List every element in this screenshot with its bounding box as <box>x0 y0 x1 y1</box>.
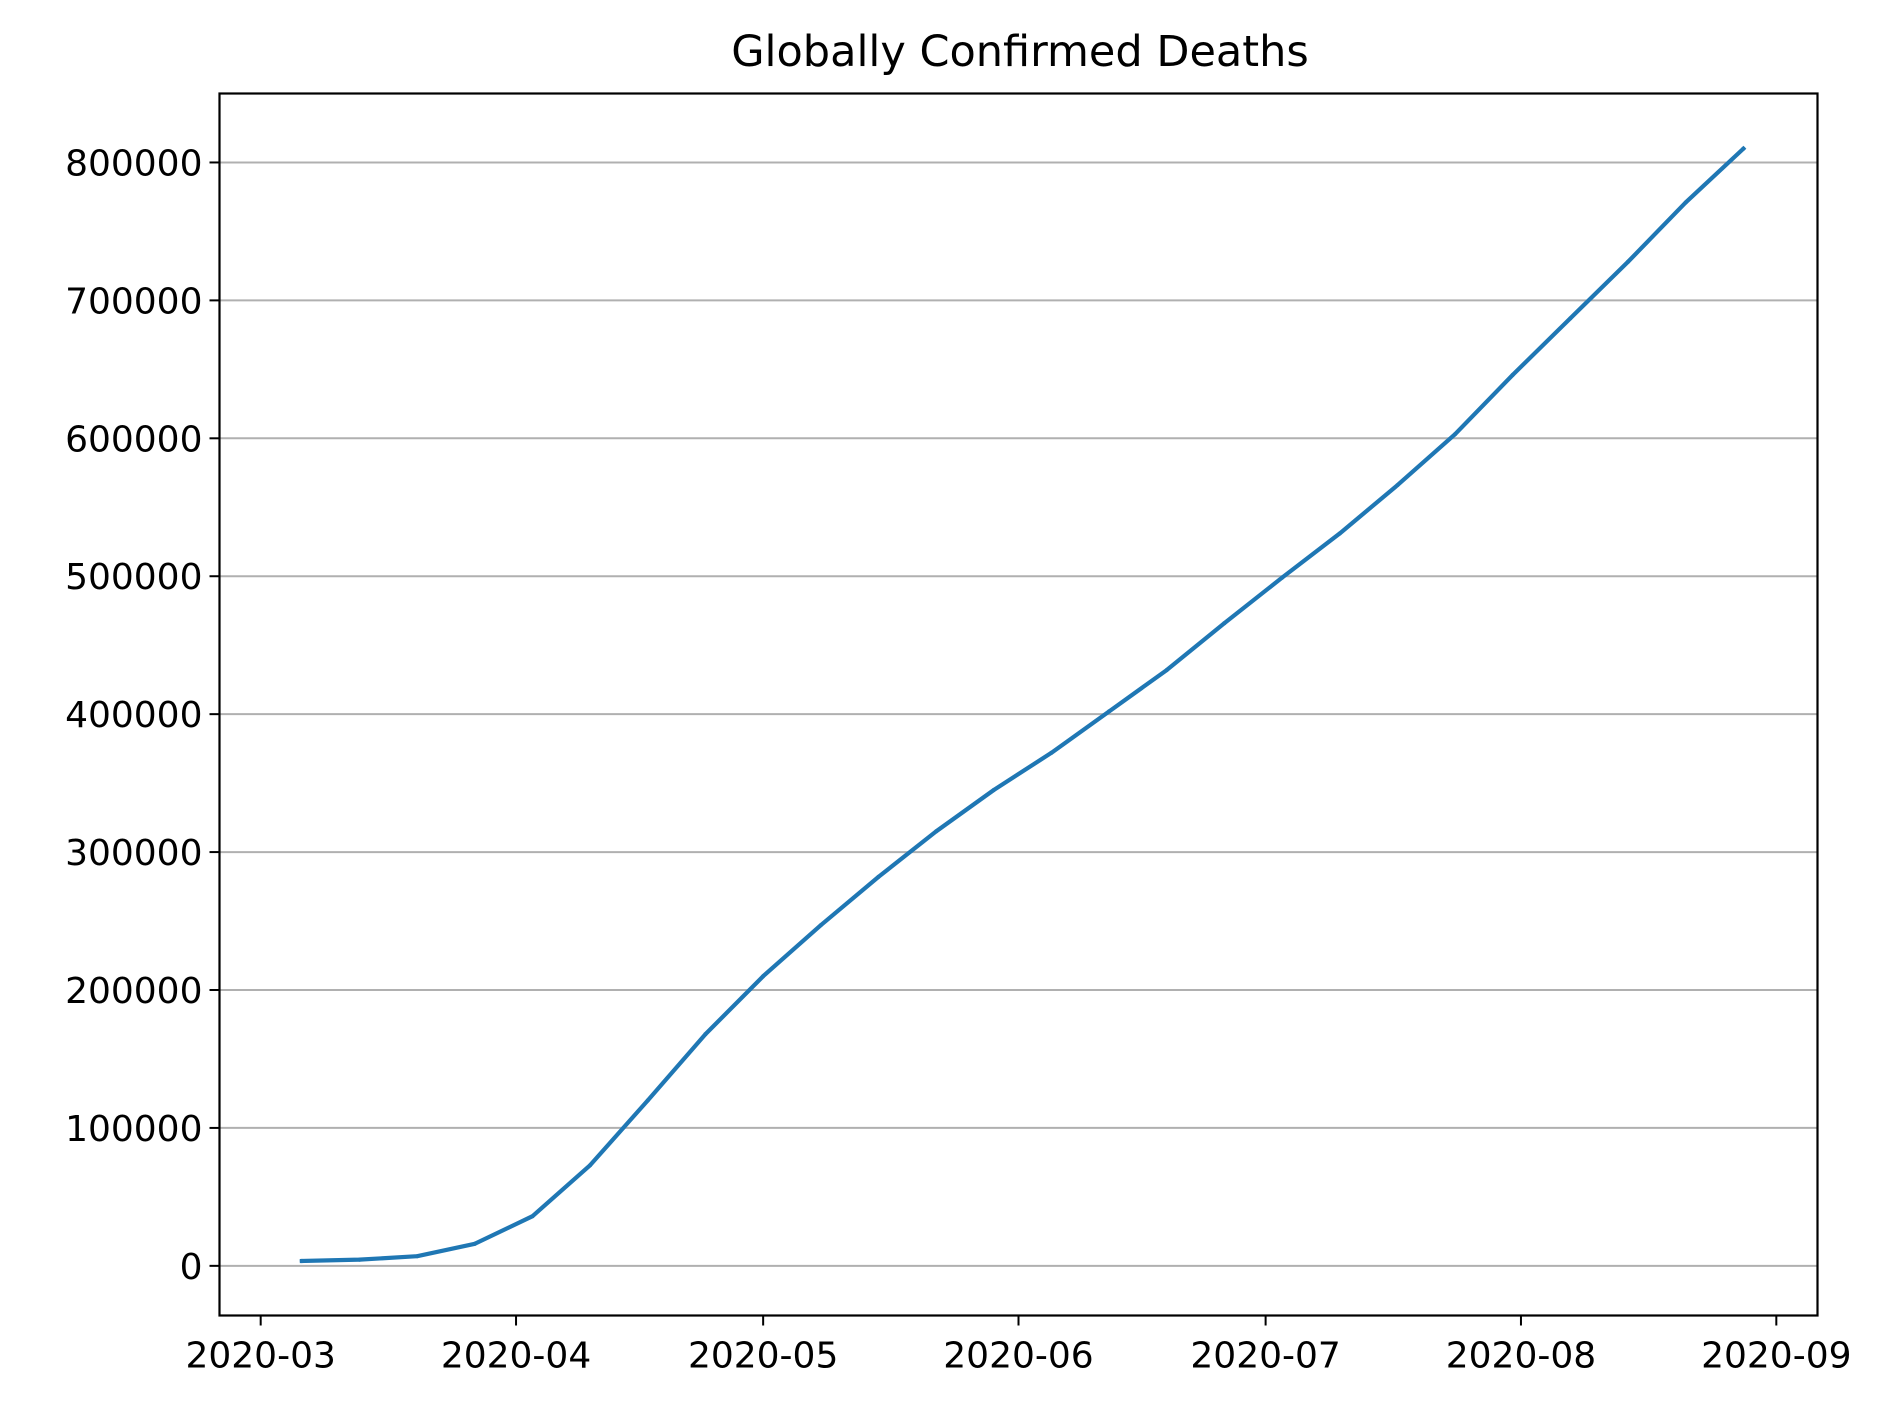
data-point <box>1741 146 1746 151</box>
data-point <box>415 1254 420 1259</box>
data-point <box>818 923 823 928</box>
data-point <box>1279 575 1285 580</box>
y-tick-label: 100000 <box>65 1109 202 1150</box>
series-layer <box>299 145 1747 1264</box>
x-tick-label: 2020-04 <box>441 1336 591 1377</box>
data-point <box>703 1032 708 1037</box>
data-point <box>588 1163 593 1168</box>
y-tick-label: 600000 <box>65 419 202 460</box>
y-tick-label: 500000 <box>65 557 202 598</box>
data-point <box>1625 259 1631 264</box>
data-point <box>472 1241 477 1246</box>
data-point <box>357 1257 362 1262</box>
data-point <box>1568 316 1573 321</box>
y-tick-label: 800000 <box>65 143 202 184</box>
y-tick-label: 700000 <box>65 281 202 322</box>
x-tick-label: 2020-07 <box>1190 1336 1340 1377</box>
data-point <box>876 874 881 880</box>
data-point <box>1164 667 1169 673</box>
y-tick-label: 300000 <box>65 833 202 874</box>
data-point <box>1395 483 1400 488</box>
data-point <box>1107 709 1112 714</box>
chart-title: Globally Confirmed Deaths <box>731 27 1309 77</box>
y-tick-label: 0 <box>180 1247 203 1288</box>
data-point <box>299 1258 304 1264</box>
x-tick-label: 2020-06 <box>943 1336 1093 1377</box>
y-axis: 0 100000 200000 300000 400000 500000 600000 700… <box>65 143 220 1288</box>
data-point <box>530 1214 535 1219</box>
data-point <box>645 1098 650 1103</box>
x-axis: 2020-03 2020-04 2020-05 2020-06 2020-07 2020-… <box>185 1315 1852 1377</box>
y-tick-label: 200000 <box>65 971 202 1012</box>
y-tick-label: 400000 <box>65 695 202 736</box>
x-tick-label: 2020-05 <box>688 1336 838 1377</box>
x-tick-label: 2020-03 <box>185 1336 335 1377</box>
data-point <box>934 829 939 834</box>
data-point <box>1337 531 1342 536</box>
data-point <box>1452 432 1458 437</box>
x-tick-label: 2020-08 <box>1446 1336 1596 1377</box>
data-point <box>991 787 996 793</box>
gridlines <box>219 161 1818 1267</box>
data-point <box>1049 750 1054 755</box>
data-point <box>761 974 766 979</box>
series-line <box>299 145 1747 1264</box>
x-tick-label: 2020-09 <box>1701 1336 1851 1377</box>
data-point <box>1222 621 1227 626</box>
data-point <box>1683 200 1688 205</box>
data-point <box>1510 372 1515 377</box>
